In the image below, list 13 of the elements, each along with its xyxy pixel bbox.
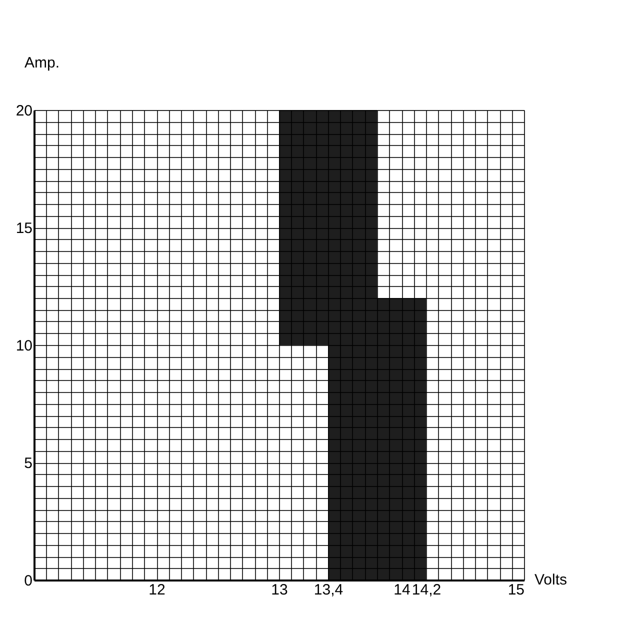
y-axis-title: Amp. bbox=[24, 54, 60, 72]
x-tick-label: 15 bbox=[508, 582, 524, 598]
x-axis-title: Volts bbox=[534, 572, 568, 588]
x-tick-label: 13 bbox=[271, 582, 288, 598]
x-tick-label: 14 bbox=[394, 582, 410, 598]
y-tick-label: 5 bbox=[24, 455, 32, 472]
y-tick-label: 10 bbox=[16, 338, 32, 354]
y-tick-label: 20 bbox=[16, 102, 32, 120]
x-tick-label: 13,4 bbox=[314, 582, 344, 598]
y-tick-label: 15 bbox=[16, 220, 32, 237]
x-tick-label: 14,2 bbox=[412, 582, 442, 598]
x-tick-label: 12 bbox=[148, 582, 166, 598]
y-tick-label: 0 bbox=[24, 572, 32, 590]
